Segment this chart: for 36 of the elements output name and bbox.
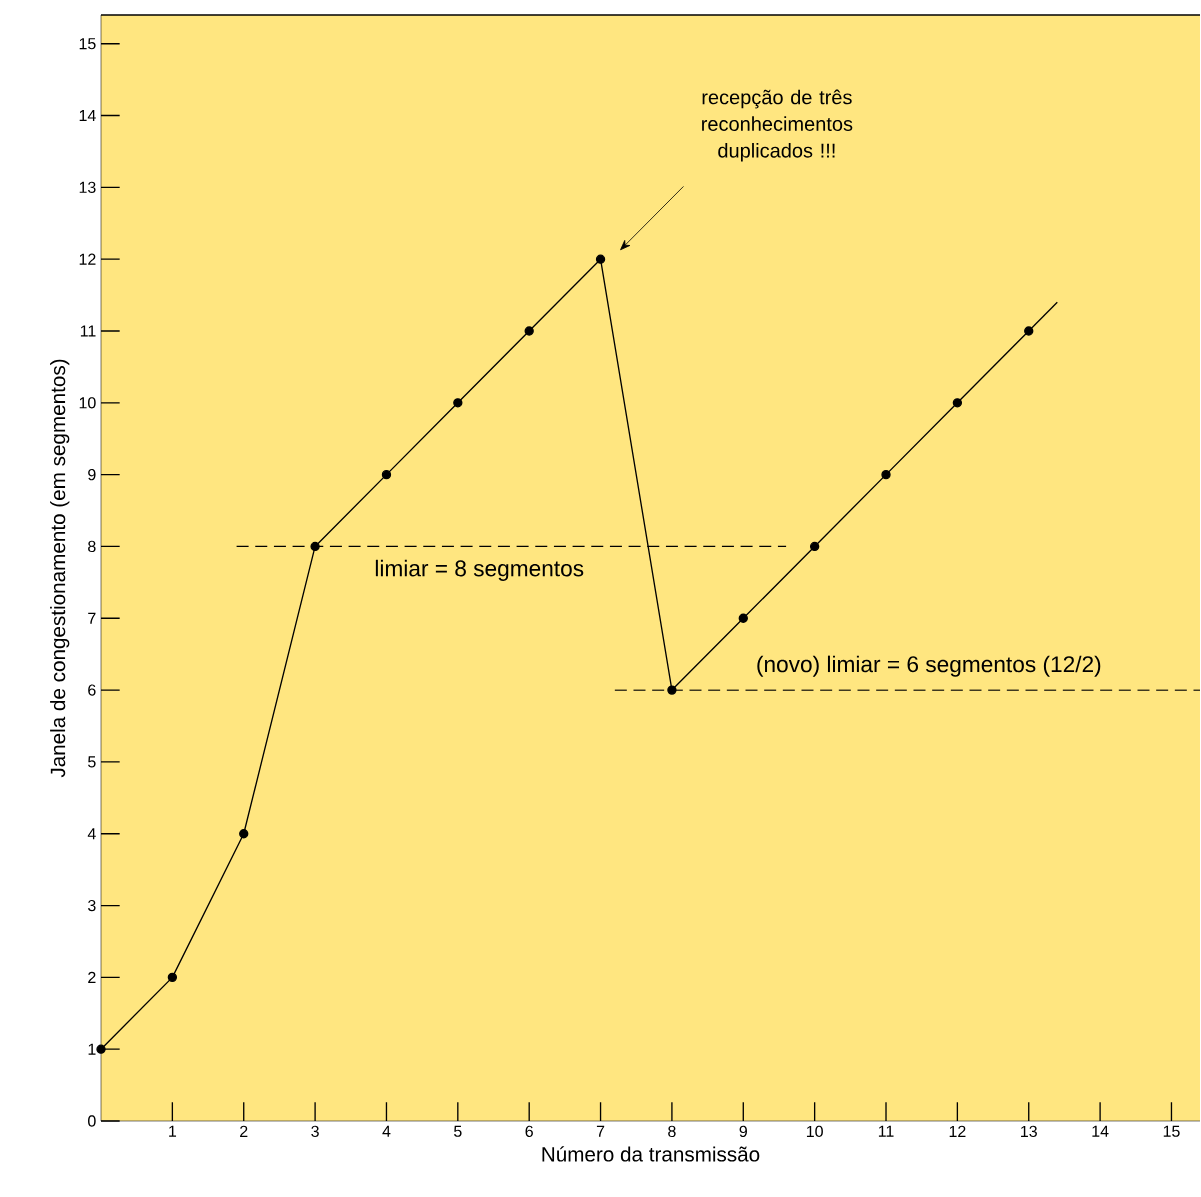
y-axis-title: Janela de congestionamento (em segmentos) — [50, 359, 70, 778]
x-tick-label: 7 — [596, 1125, 605, 1137]
x-tick-label: 15 — [1163, 1125, 1180, 1137]
y-tick-label: 12 — [79, 253, 96, 265]
x-tick-label: 1 — [169, 1125, 177, 1137]
annotation: recepção de três reconhecimentos duplicados !!! — [702, 89, 853, 162]
y-tick-label: 8 — [88, 540, 96, 553]
x-tick-label: 3 — [311, 1125, 319, 1138]
annotation: (novo) limiar = 6 segmentos (12/2) — [757, 655, 1101, 677]
y-tick-label: 2 — [88, 971, 96, 983]
y-tick-label: 5 — [88, 756, 96, 768]
y-tick-label: 6 — [88, 684, 96, 696]
x-tick-label: 10 — [806, 1125, 823, 1138]
x-tick-label: 4 — [382, 1125, 391, 1137]
x-tick-label: 8 — [668, 1125, 676, 1138]
y-tick-label: 7 — [88, 612, 96, 624]
y-tick-label: 3 — [88, 899, 96, 912]
x-axis-title: Número da transmissão — [542, 1146, 760, 1162]
y-tick-label: 13 — [79, 181, 96, 194]
x-tick-label: 9 — [739, 1125, 747, 1138]
x-tick-label: 2 — [240, 1125, 248, 1137]
annotation: limiar = 8 segmentos — [375, 559, 584, 581]
y-tick-label: 14 — [79, 110, 96, 122]
y-tick-label: 11 — [80, 325, 96, 337]
y-tick-label: 0 — [88, 1115, 96, 1127]
x-tick-label: 13 — [1021, 1125, 1037, 1138]
y-tick-label: 15 — [79, 38, 96, 50]
y-tick-label: 4 — [87, 828, 96, 840]
y-tick-label: 10 — [79, 397, 96, 409]
y-tick-label: 1 — [88, 1043, 96, 1055]
x-tick-label: 12 — [949, 1125, 966, 1137]
y-tick-label: 9 — [88, 468, 96, 481]
x-tick-label: 11 — [878, 1125, 894, 1137]
x-tick-label: 5 — [454, 1125, 462, 1137]
x-tick-label: 14 — [1092, 1125, 1109, 1137]
x-tick-label: 6 — [525, 1125, 533, 1138]
